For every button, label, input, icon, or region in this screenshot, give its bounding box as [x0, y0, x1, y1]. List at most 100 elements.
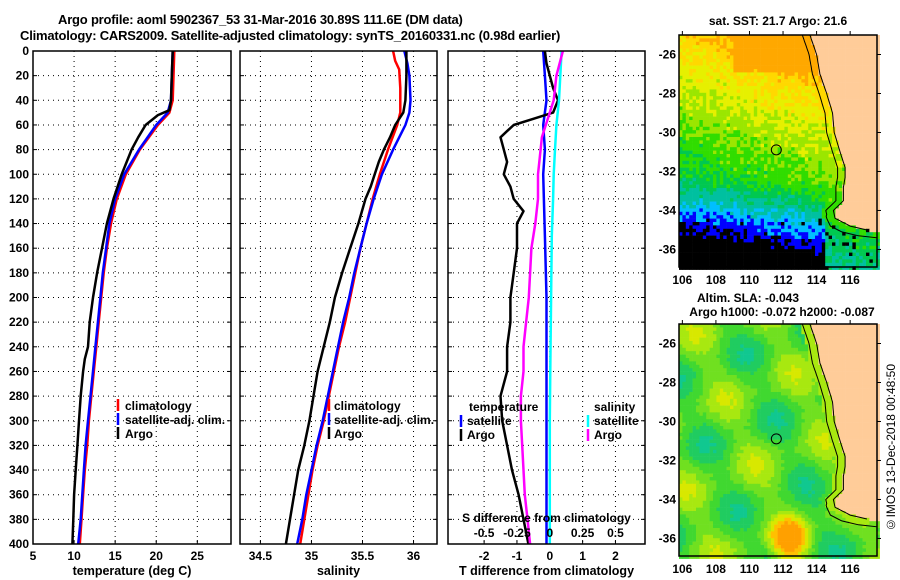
- map-cell: [821, 201, 826, 206]
- map-cell: [723, 327, 727, 332]
- map-cell: [876, 341, 880, 345]
- map-cell: [702, 337, 707, 342]
- map-cell: [798, 266, 802, 270]
- map-cell: [706, 341, 710, 345]
- map-cell: [859, 208, 863, 213]
- map-cell: [696, 130, 700, 134]
- map-cell: [798, 96, 802, 100]
- map-cell: [798, 35, 802, 39]
- map-cell: [764, 154, 768, 158]
- map-cell: [818, 249, 823, 253]
- map-cell: [859, 232, 863, 236]
- map-cell: [794, 164, 799, 168]
- map-cell: [764, 208, 768, 213]
- map-cell: [770, 341, 775, 345]
- map-cell: [699, 143, 704, 148]
- map-cell: [719, 245, 724, 250]
- map-cell: [855, 45, 860, 49]
- map-cell: [784, 154, 789, 158]
- map-cell: [781, 218, 785, 223]
- map-cell: [685, 177, 690, 182]
- map-cell: [760, 157, 765, 162]
- map-cell: [815, 198, 819, 202]
- map-cell: [872, 341, 877, 345]
- map-cell: [804, 38, 809, 43]
- map-cell: [845, 106, 850, 111]
- map-cell: [835, 235, 840, 240]
- map-cell: [723, 259, 727, 264]
- map-cell: [859, 324, 863, 328]
- map-cell: [794, 211, 799, 216]
- map-cell: [852, 130, 857, 134]
- map-cell: [838, 41, 843, 46]
- map-cell: [719, 256, 724, 260]
- map-cell: [699, 205, 704, 209]
- map-cell: [821, 256, 826, 260]
- map-cell: [804, 113, 809, 117]
- map-cell: [777, 188, 782, 192]
- map-cell: [791, 218, 795, 223]
- map-cell: [828, 55, 833, 60]
- map-cell: [845, 103, 850, 107]
- map-cell: [825, 120, 829, 124]
- map-cell: [815, 126, 819, 131]
- map-cell: [764, 116, 768, 121]
- map-cell: [777, 72, 782, 77]
- map-cell: [811, 177, 816, 182]
- map-cell: [842, 351, 846, 355]
- map-cell: [682, 171, 687, 175]
- map-cell: [852, 123, 857, 128]
- map-cell: [838, 164, 843, 168]
- map-cell: [828, 249, 833, 253]
- map-cell: [876, 215, 880, 219]
- map-cell: [862, 344, 867, 349]
- map-cell: [811, 344, 816, 349]
- map-cell: [716, 52, 721, 56]
- map-cell: [719, 347, 724, 352]
- map-cell: [760, 92, 765, 97]
- map-cell: [682, 242, 687, 247]
- map-cell: [869, 222, 874, 226]
- map-cell: [747, 242, 751, 247]
- map-cell: [872, 123, 877, 128]
- map-cell: [818, 222, 823, 226]
- map-cell: [852, 109, 857, 114]
- map-cell: [733, 35, 738, 39]
- map-cell: [845, 235, 850, 240]
- map-cell: [876, 242, 880, 247]
- map-cell: [849, 174, 853, 179]
- map-cell: [777, 126, 782, 131]
- map-cell: [842, 35, 846, 39]
- map-cell: [794, 150, 799, 155]
- map-cell: [692, 194, 697, 199]
- map-cell: [787, 347, 792, 352]
- map-cell: [696, 201, 700, 206]
- map-cell: [699, 113, 704, 117]
- map-cell: [750, 96, 755, 100]
- map-cell: [736, 334, 741, 338]
- map-cell: [845, 344, 850, 349]
- map-cell: [692, 69, 697, 73]
- map-cell: [862, 171, 867, 175]
- map-cell: [855, 140, 860, 145]
- map-cell: [838, 52, 843, 56]
- map-cell: [815, 82, 819, 87]
- map-cell: [862, 130, 867, 134]
- map-cell: [740, 198, 744, 202]
- map-cell: [804, 72, 809, 77]
- map-cell: [815, 174, 819, 179]
- map-cell: [781, 130, 785, 134]
- map-cell: [689, 140, 693, 145]
- map-cell: [706, 69, 710, 73]
- map-cell: [859, 266, 863, 270]
- map-cell: [859, 137, 863, 141]
- map-cell: [706, 358, 710, 362]
- map-cell: [794, 133, 799, 138]
- map-cell: [723, 52, 727, 56]
- map-cell: [740, 259, 744, 264]
- map-cell: [696, 123, 700, 128]
- map-cell: [821, 69, 826, 73]
- map-cell: [866, 99, 870, 104]
- map-cell: [723, 99, 727, 104]
- map-cell: [723, 351, 727, 355]
